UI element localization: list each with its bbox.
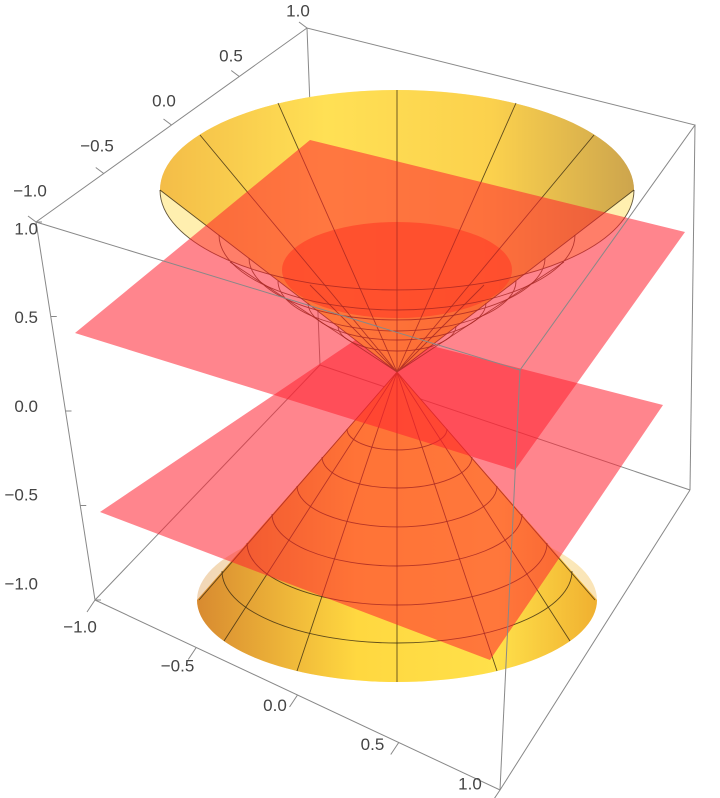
tick-mark [163, 118, 172, 126]
tick-mark [298, 21, 308, 29]
tick-mark [289, 694, 298, 708]
tick-mark [187, 647, 197, 660]
y-tick-label: 0.5 [219, 46, 243, 65]
z-tick-label: 0.0 [14, 397, 38, 416]
z-tick-label: −1.0 [4, 574, 38, 593]
tick-mark [230, 70, 240, 77]
z-tick-label: 1.0 [14, 219, 38, 238]
x-tick-label: −1.0 [63, 617, 97, 636]
y-tick-label: −1.0 [13, 181, 47, 200]
y-tick-label: 0.0 [152, 91, 176, 110]
y-tick-label: −0.5 [80, 136, 114, 155]
x-tick-label: 1.0 [458, 774, 482, 793]
y-tick-label: 1.0 [286, 1, 310, 20]
x-tick-label: 0.5 [361, 735, 385, 754]
x-tick-label: 0.0 [263, 696, 287, 715]
tick-mark [86, 599, 96, 613]
tick-mark [27, 215, 37, 223]
z-tick-label: −0.5 [4, 486, 38, 505]
x-tick-label: −0.5 [161, 657, 195, 676]
z-tick-label: 0.5 [14, 308, 38, 327]
upper-plane [75, 140, 685, 470]
tick-mark [390, 742, 400, 755]
tick-mark [494, 789, 501, 798]
tick-mark [95, 167, 105, 174]
